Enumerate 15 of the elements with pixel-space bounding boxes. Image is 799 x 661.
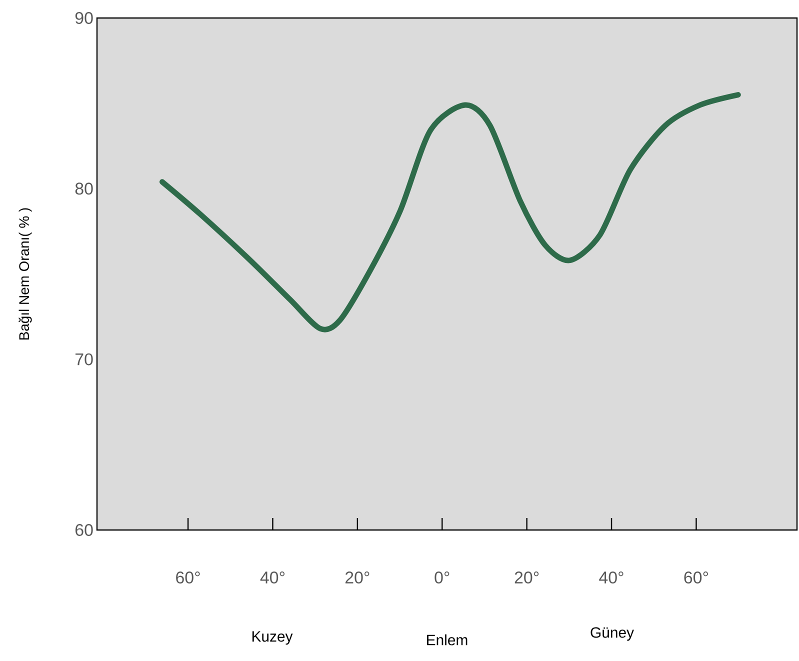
- x-axis-title: Enlem: [427, 634, 468, 646]
- y-tick-label: 70: [76, 353, 93, 366]
- y-tick-label: 90: [75, 12, 93, 24]
- x-tick-label: 20°: [514, 572, 539, 584]
- y-tick-label: 60: [76, 524, 93, 536]
- x-tick-label: 40°: [260, 572, 285, 584]
- text: Güney: [590, 627, 634, 641]
- y-axis-title: Bağıl Nem Oranı( % ): [18, 208, 32, 340]
- x-tick-label: 60°: [684, 572, 708, 584]
- text: Kuzey: [252, 631, 293, 645]
- y-tick-label: 80: [75, 182, 93, 195]
- x-tick-label: 20°: [345, 572, 370, 584]
- x-tick-label: 0°: [434, 572, 450, 584]
- x-tick-label: 60°: [176, 572, 200, 584]
- x-tick-label: 40°: [599, 572, 624, 584]
